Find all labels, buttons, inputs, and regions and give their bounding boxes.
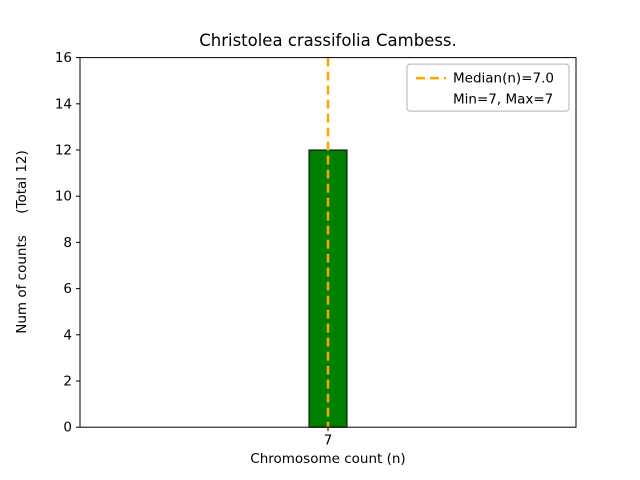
chart-title: Christolea crassifolia Cambess. [199,31,457,50]
x-axis-label: Chromosome count (n) [250,451,405,467]
y-tick-label: 12 [55,143,72,159]
y-tick-label: 4 [63,327,72,343]
y-tick-label: 6 [63,281,72,297]
legend-entry-median-label: Median(n)=7.0 [453,71,554,87]
y-tick-label: 14 [55,96,72,112]
y-tick-label: 8 [63,235,72,251]
plot-area: 0 2 4 6 8 10 12 14 16 7 Median(n)=7.0 Min=7, Max=7 [55,50,577,449]
y-tick-label: 0 [63,420,72,436]
y-tick-label: 2 [63,374,72,390]
legend-box [406,63,570,112]
y-axis-label: Num of counts (Total 12) [14,150,30,334]
x-tick-label: 7 [324,433,333,449]
y-tick-label: 10 [55,189,72,205]
legend-entry-minmax-label: Min=7, Max=7 [453,92,553,108]
y-tick-label: 16 [55,50,72,66]
